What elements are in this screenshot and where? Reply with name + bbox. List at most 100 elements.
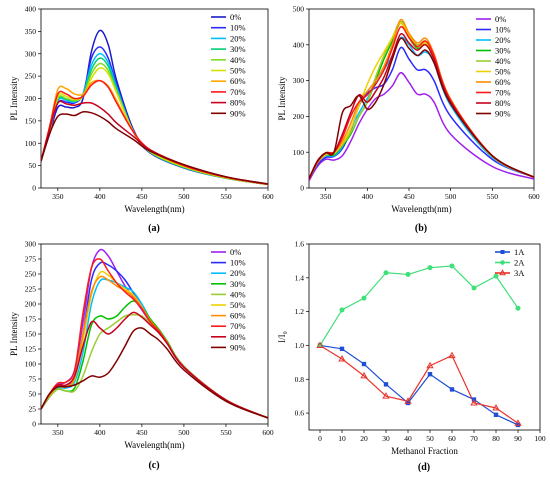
- legend-label: 70%: [495, 88, 511, 98]
- y-tick-label: 400: [293, 40, 305, 49]
- y-tick-label: 300: [25, 240, 37, 249]
- legend-label: 2A: [514, 258, 525, 268]
- y-tick-label: 50: [29, 161, 37, 170]
- series-group: [41, 29, 268, 186]
- panel-label: (c): [148, 460, 159, 471]
- series-group: [41, 248, 268, 419]
- legend-label: 1A: [514, 247, 525, 257]
- y-tick-label: 200: [25, 300, 37, 309]
- y-axis-title: PL Intensity: [277, 76, 287, 120]
- y-tick-label: 300: [25, 49, 37, 58]
- series-line-80%: [41, 311, 268, 419]
- x-tick-label: 80: [492, 434, 500, 443]
- y-tick-label: 1.4: [295, 273, 305, 282]
- data-point: [316, 341, 324, 348]
- series-line-90%: [41, 111, 268, 185]
- x-tick-label: 600: [262, 428, 274, 437]
- legend-label: 0%: [230, 247, 241, 257]
- x-tick-label: 550: [487, 192, 499, 201]
- x-tick-label: 500: [178, 428, 190, 437]
- legend-label: 60%: [230, 76, 246, 86]
- data-point: [404, 397, 412, 404]
- legend-label: 10%: [230, 258, 246, 268]
- legend-label: 90%: [230, 342, 246, 352]
- legend-label: 60%: [230, 311, 246, 321]
- legend-label: 40%: [495, 56, 511, 66]
- legend-marker: [499, 269, 506, 276]
- series-line-1A: [319, 344, 519, 426]
- data-point: [470, 398, 478, 406]
- x-tick-label: 450: [403, 192, 415, 201]
- y-tick-label: 100: [25, 360, 37, 369]
- series-line-3A: [319, 344, 519, 424]
- legend-label: 30%: [495, 46, 511, 56]
- legend-label: 80%: [230, 332, 246, 342]
- x-tick-label: 30: [382, 434, 390, 443]
- legend-marker: [500, 250, 505, 254]
- data-point: [515, 305, 521, 311]
- legend-label: 10%: [495, 25, 511, 35]
- x-tick-label: 20: [360, 434, 368, 443]
- chart-panel-c: 350 400 450 500 550 600 0 25 50 75 100 125 150 175 200…: [9, 240, 274, 471]
- legend-label: 20%: [230, 268, 246, 278]
- legend-label: 50%: [230, 66, 246, 76]
- panel-label: (d): [418, 462, 430, 473]
- x-tick-label: 350: [320, 192, 332, 201]
- series-group: [319, 265, 519, 426]
- legend-label: 60%: [495, 77, 511, 87]
- y-tick-label: 275: [25, 255, 37, 264]
- data-point: [448, 351, 456, 359]
- legend-label: 20%: [230, 33, 246, 43]
- y-tick-label: 225: [25, 285, 37, 294]
- legend-label: 80%: [230, 98, 246, 108]
- data-point: [405, 271, 411, 277]
- x-tick-label: 450: [136, 192, 148, 201]
- panel-label: (a): [148, 223, 160, 234]
- y-axis-title: PL Intensity: [9, 312, 19, 356]
- y-axis-title: PL Intensity: [9, 76, 19, 120]
- legend-label: 30%: [230, 44, 246, 54]
- chart-panel-d: 0 10 20 30 40 50 60 70 80 90 100 0.6 0.8 1.0 1.2 1.4 1.6…: [277, 240, 546, 473]
- x-tick-label: 10: [338, 434, 346, 443]
- x-tick-label: 500: [445, 192, 457, 201]
- x-axis-title: Wavelength(nm): [391, 204, 451, 214]
- legend-label: 90%: [495, 109, 511, 119]
- legend-label: 40%: [230, 55, 246, 65]
- data-point: [426, 361, 434, 369]
- x-tick-label: 90: [514, 434, 522, 443]
- data-point: [427, 372, 433, 377]
- y-tick-label: 150: [25, 330, 37, 339]
- x-tick-label: 50: [426, 434, 434, 443]
- x-tick-label: 500: [178, 192, 190, 201]
- x-tick-label: 400: [94, 428, 106, 437]
- x-tick-label: 100: [534, 434, 546, 443]
- plot-frame: [308, 8, 535, 189]
- legend: 0%10%20%30%40%50%60%70%80%90%: [211, 12, 246, 118]
- y-tick-label: 1.6: [295, 240, 305, 249]
- y-tick-label: 300: [293, 76, 305, 85]
- x-tick-label: 550: [220, 428, 232, 437]
- legend-label: 10%: [230, 23, 246, 33]
- series-line-90%: [309, 37, 534, 180]
- series-group: [309, 18, 534, 182]
- data-point: [514, 419, 522, 426]
- legend-label: 70%: [230, 87, 246, 97]
- series-line-2A: [319, 265, 519, 346]
- y-tick-label: 250: [25, 72, 37, 81]
- data-point: [427, 265, 433, 271]
- data-point: [338, 354, 346, 362]
- data-point: [339, 307, 345, 313]
- legend: 0%10%20%30%40%50%60%70%80%90%: [476, 14, 511, 119]
- x-axis-title: Methanol Fraction: [391, 446, 458, 456]
- y-tick-label: 175: [25, 315, 37, 324]
- series-line-90%: [41, 327, 268, 419]
- x-tick-label: 600: [528, 192, 540, 201]
- series-line-0%: [309, 71, 534, 182]
- data-point: [493, 273, 499, 279]
- y-tick-label: 500: [293, 5, 305, 14]
- y-axis-title: I/I₀: [277, 331, 287, 343]
- legend-label: 70%: [230, 321, 246, 331]
- x-tick-label: 0: [318, 434, 322, 443]
